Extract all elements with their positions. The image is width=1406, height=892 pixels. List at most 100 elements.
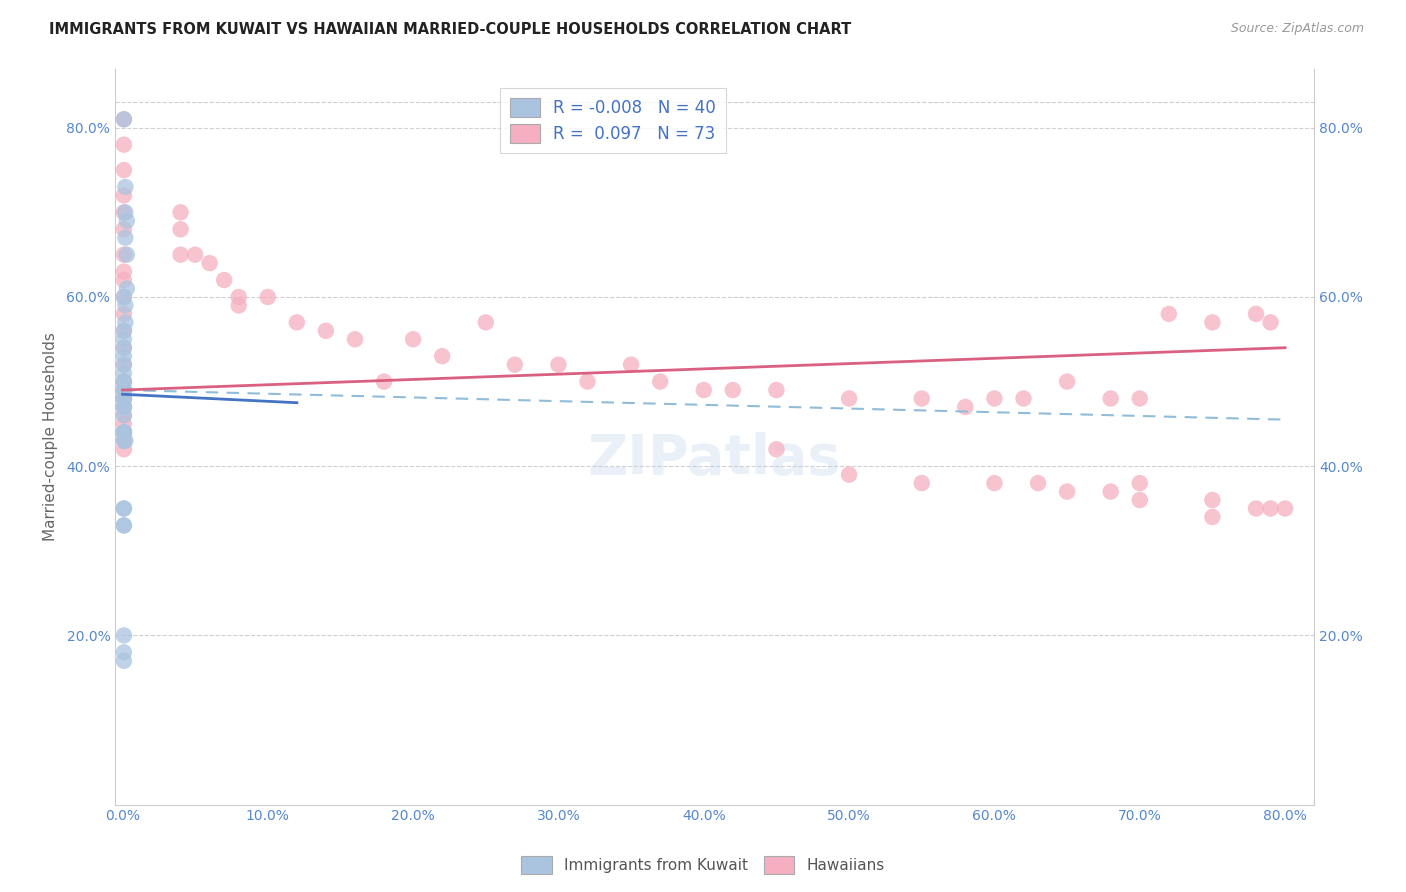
Point (475, 315, 498, 329)
Point (114, 434, 136, 448)
Point (112, 375, 135, 389)
Point (983, 476, 1005, 491)
Point (112, 375, 135, 389)
Point (114, 180, 136, 194)
Point (911, 392, 934, 406)
Text: IMMIGRANTS FROM KUWAIT VS HAWAIIAN MARRIED-COUPLE HOUSEHOLDS CORRELATION CHART: IMMIGRANTS FROM KUWAIT VS HAWAIIAN MARRI… (49, 22, 852, 37)
Point (112, 645, 135, 659)
Point (112, 383, 135, 397)
Legend: Immigrants from Kuwait, Hawaiians: Immigrants from Kuwait, Hawaiians (516, 850, 890, 880)
Point (1201, 315, 1223, 329)
Point (112, 264, 135, 278)
Point (256, 290, 278, 304)
Point (112, 358, 135, 372)
Point (1056, 375, 1078, 389)
Point (620, 358, 643, 372)
Y-axis label: Married-couple Households: Married-couple Households (44, 332, 58, 541)
Point (169, 222, 191, 236)
Point (112, 112, 135, 127)
Point (112, 205, 135, 219)
Point (169, 247, 191, 261)
Point (1026, 476, 1049, 491)
Point (115, 214, 138, 228)
Point (112, 501, 135, 516)
Point (115, 281, 138, 295)
Point (838, 392, 860, 406)
Point (765, 442, 787, 457)
Point (693, 383, 716, 397)
Point (112, 383, 135, 397)
Point (112, 425, 135, 440)
Point (721, 383, 744, 397)
Point (112, 112, 135, 127)
Point (112, 383, 135, 397)
Point (112, 341, 135, 355)
Point (112, 332, 135, 346)
Point (112, 392, 135, 406)
Point (983, 392, 1005, 406)
Point (112, 188, 135, 202)
Point (1244, 307, 1267, 321)
Point (838, 467, 860, 482)
Point (576, 375, 599, 389)
Point (112, 273, 135, 287)
Point (112, 628, 135, 642)
Point (315, 324, 337, 338)
Point (1260, 315, 1282, 329)
Point (112, 222, 135, 236)
Point (1099, 392, 1122, 406)
Point (228, 298, 250, 312)
Point (911, 476, 934, 491)
Point (112, 518, 135, 533)
Point (112, 409, 135, 423)
Point (1056, 484, 1078, 499)
Point (112, 425, 135, 440)
Point (184, 247, 207, 261)
Point (1012, 392, 1035, 406)
Point (115, 247, 138, 261)
Point (112, 341, 135, 355)
Point (112, 324, 135, 338)
Point (343, 332, 366, 346)
Point (650, 375, 672, 389)
Point (1129, 493, 1152, 508)
Point (112, 518, 135, 533)
Point (112, 417, 135, 431)
Point (198, 256, 221, 270)
Point (402, 332, 425, 346)
Point (1129, 392, 1152, 406)
Point (112, 400, 135, 414)
Point (112, 501, 135, 516)
Point (114, 231, 136, 245)
Point (112, 392, 135, 406)
Point (112, 375, 135, 389)
Point (112, 290, 135, 304)
Point (112, 247, 135, 261)
Point (112, 434, 135, 448)
Point (212, 273, 235, 287)
Point (112, 409, 135, 423)
Point (1274, 501, 1296, 516)
Point (112, 324, 135, 338)
Point (228, 290, 250, 304)
Point (503, 358, 526, 372)
Point (114, 205, 136, 219)
Point (430, 349, 453, 363)
Legend: R = -0.008   N = 40, R =  0.097   N = 73: R = -0.008 N = 40, R = 0.097 N = 73 (499, 88, 725, 153)
Point (285, 315, 308, 329)
Point (112, 434, 135, 448)
Point (1157, 307, 1180, 321)
Point (112, 137, 135, 152)
Point (1260, 501, 1282, 516)
Point (112, 400, 135, 414)
Point (373, 375, 395, 389)
Text: Source: ZipAtlas.com: Source: ZipAtlas.com (1230, 22, 1364, 36)
Point (1201, 510, 1223, 524)
Point (112, 425, 135, 440)
Point (112, 290, 135, 304)
Point (112, 358, 135, 372)
Point (112, 366, 135, 380)
Point (169, 205, 191, 219)
Point (765, 383, 787, 397)
Point (1099, 484, 1122, 499)
